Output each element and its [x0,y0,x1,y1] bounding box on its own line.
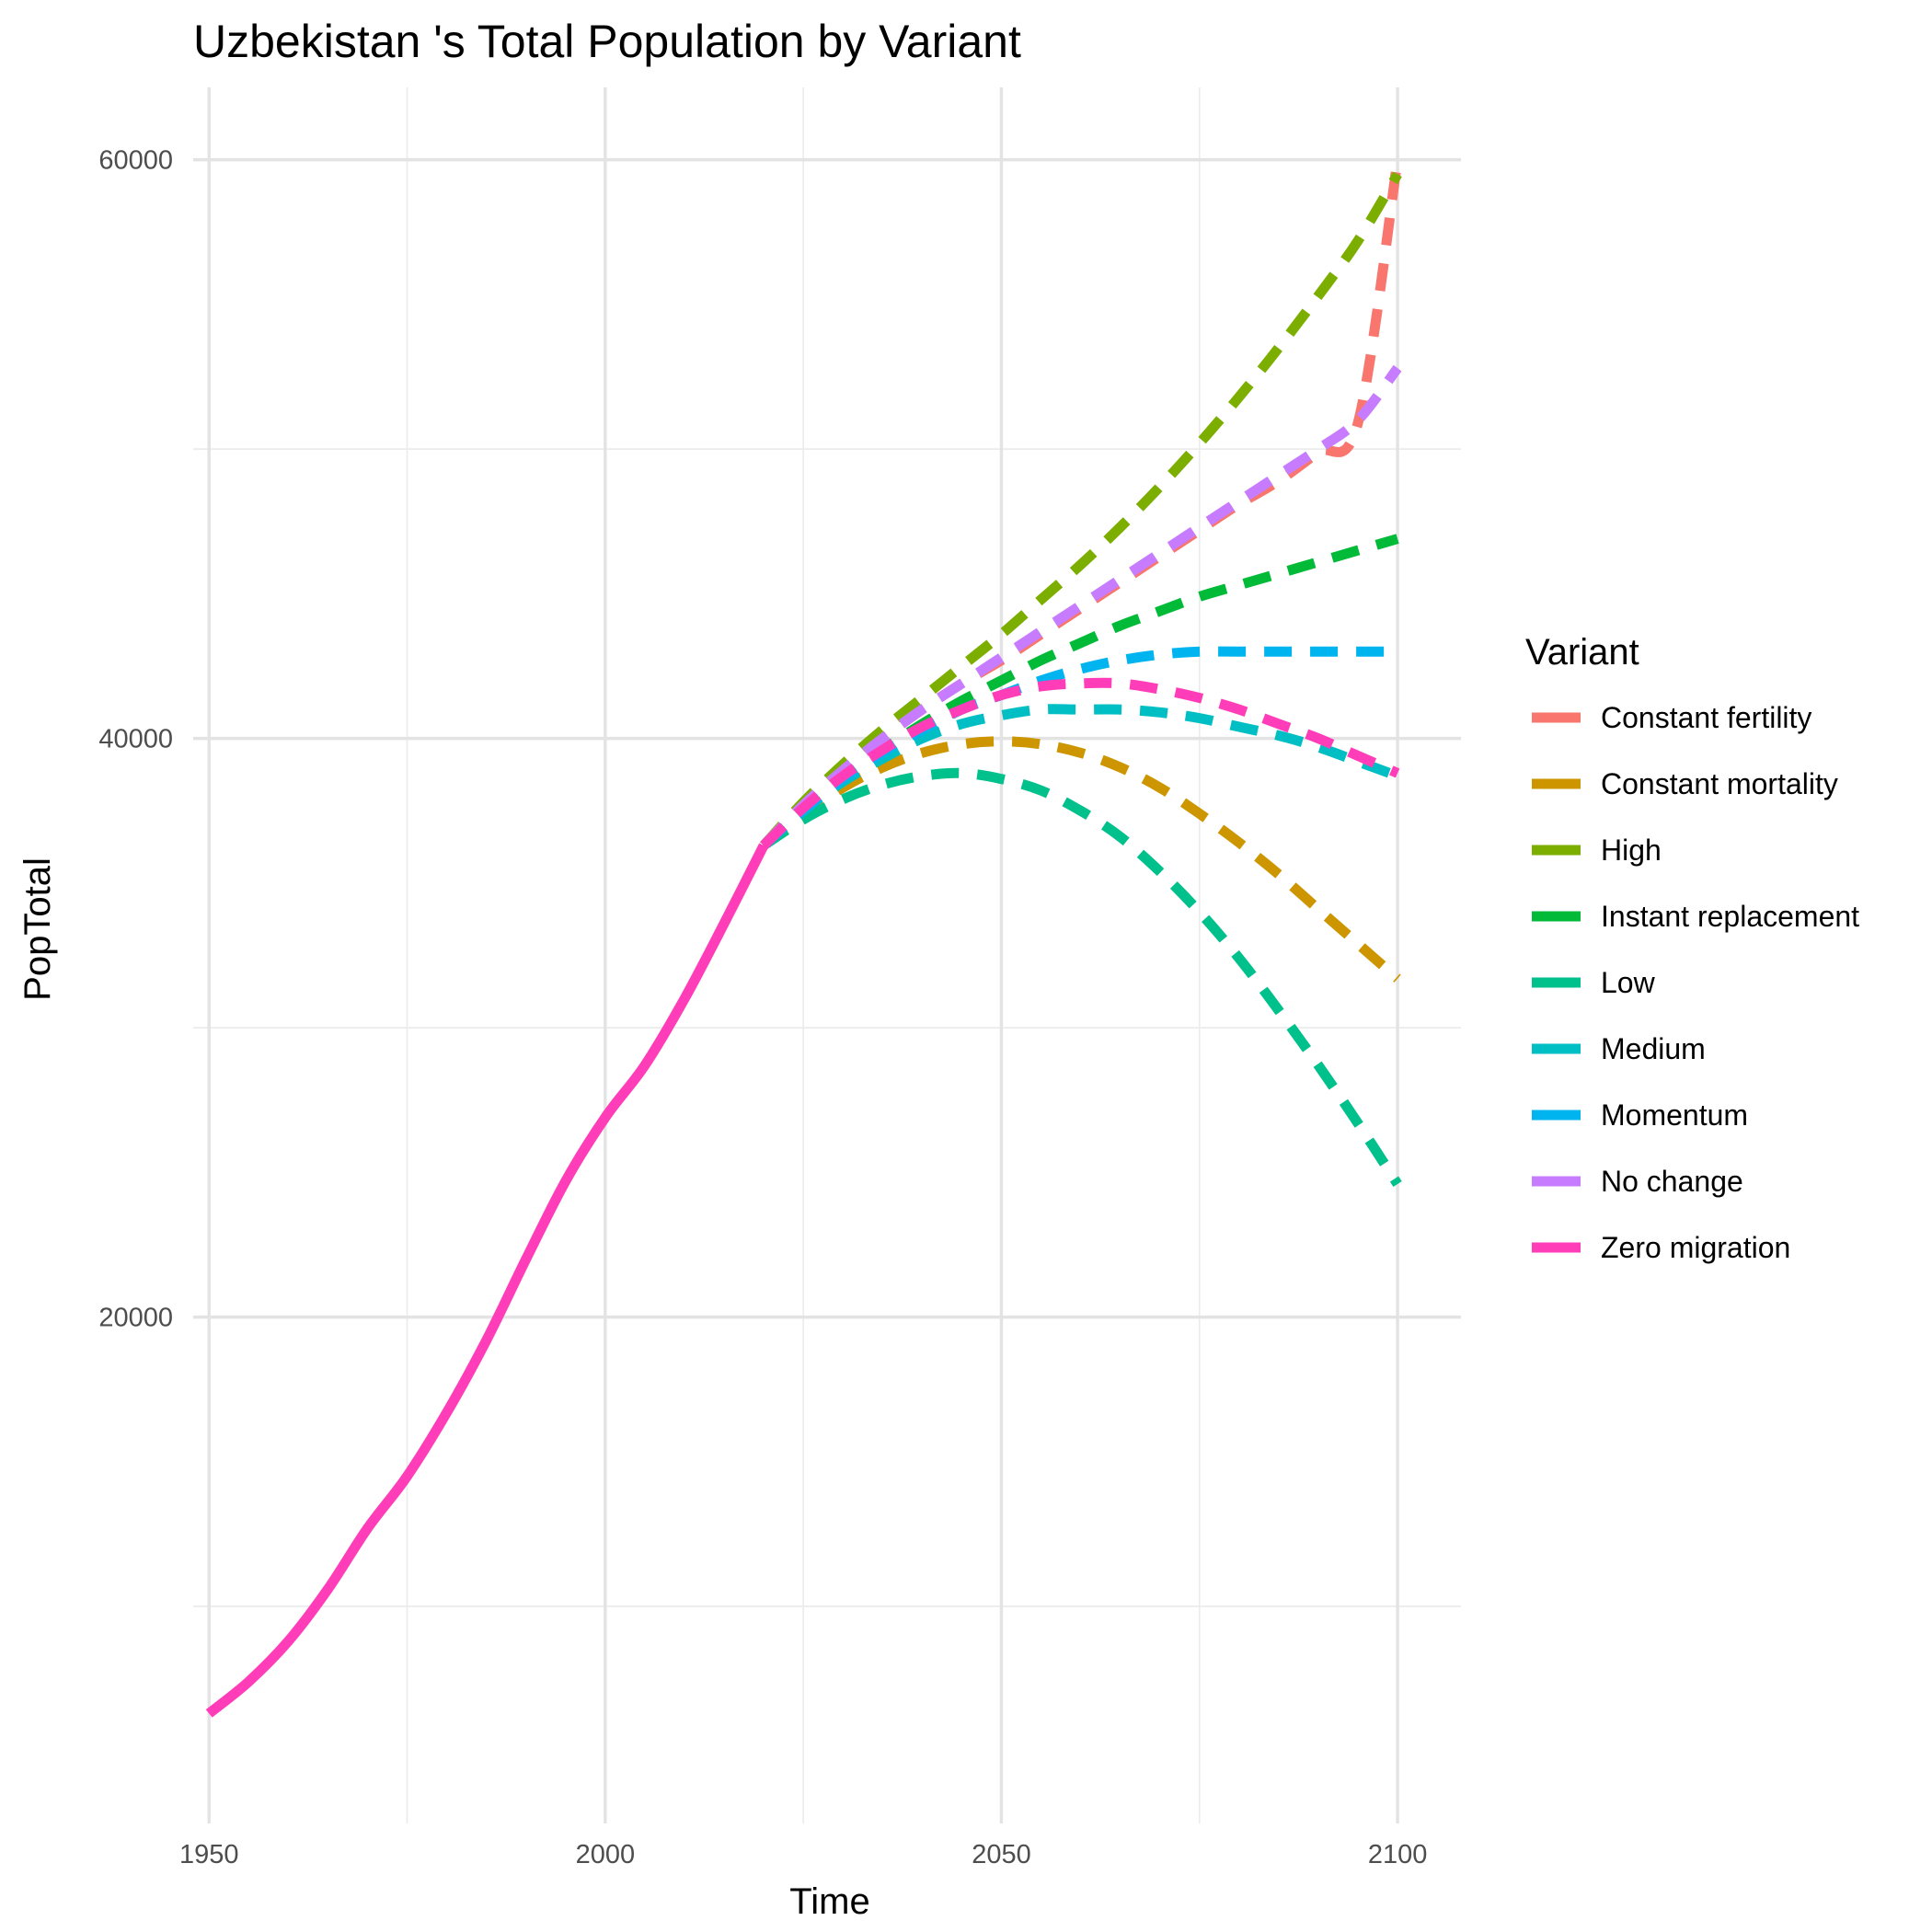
series-line-instant-replacement [760,534,1399,850]
series-line-no-change [760,364,1402,849]
legend-label: High [1601,834,1662,867]
legend-item-constant-fertility: Constant fertility [1532,701,1811,734]
legend-label: Zero migration [1601,1231,1790,1264]
legend-label: Constant fertility [1601,701,1811,734]
legend-item-constant-mortality: Constant mortality [1532,767,1838,800]
series-line-low [761,767,1402,1187]
y-axis-ticks: 20000 40000 60000 [98,146,173,1333]
legend-label: Momentum [1601,1098,1748,1132]
grid-lines [193,87,1461,1823]
series-line-high [760,171,1402,849]
chart-title: Uzbekistan 's Total Population by Varian… [193,16,1021,67]
series-line-zero-migration [760,677,1400,849]
legend-item-high: High [1532,834,1662,867]
legend-label: Medium [1601,1032,1706,1065]
legend-title: Variant [1525,632,1639,673]
legend-item-momentum: Momentum [1532,1098,1748,1132]
x-tick-label: 1950 [179,1840,239,1869]
legend-item-medium: Medium [1532,1032,1706,1065]
y-tick-label: 40000 [98,725,173,754]
data-series [205,158,1403,1718]
legend-item-no-change: No change [1532,1165,1743,1198]
legend: Variant Constant fertility Constant morta… [1525,632,1859,1264]
legend-label: Low [1601,966,1656,999]
series-line-constant-fertility [760,158,1403,849]
series-line-historical [205,843,768,1718]
x-tick-label: 2050 [972,1840,1031,1869]
x-axis-title: Time [789,1881,869,1922]
x-tick-label: 2000 [576,1840,636,1869]
legend-item-instant-replacement: Instant replacement [1532,900,1859,933]
x-axis-ticks: 1950 2000 2050 2100 [179,1840,1427,1869]
x-tick-label: 2100 [1368,1840,1428,1869]
legend-item-zero-migration: Zero migration [1532,1231,1790,1264]
y-tick-label: 60000 [98,146,173,176]
y-axis-title: PopTotal [17,857,58,1001]
legend-label: No change [1601,1165,1743,1198]
series-line-momentum [760,646,1398,850]
legend-label: Instant replacement [1601,900,1859,933]
legend-label: Constant mortality [1601,767,1838,800]
series-line-constant-mortality [760,736,1401,983]
legend-item-low: Low [1532,966,1656,999]
legend-items: Constant fertility Constant mortality High… [1532,701,1859,1264]
y-tick-label: 20000 [98,1304,173,1333]
series-line-medium [760,704,1399,850]
